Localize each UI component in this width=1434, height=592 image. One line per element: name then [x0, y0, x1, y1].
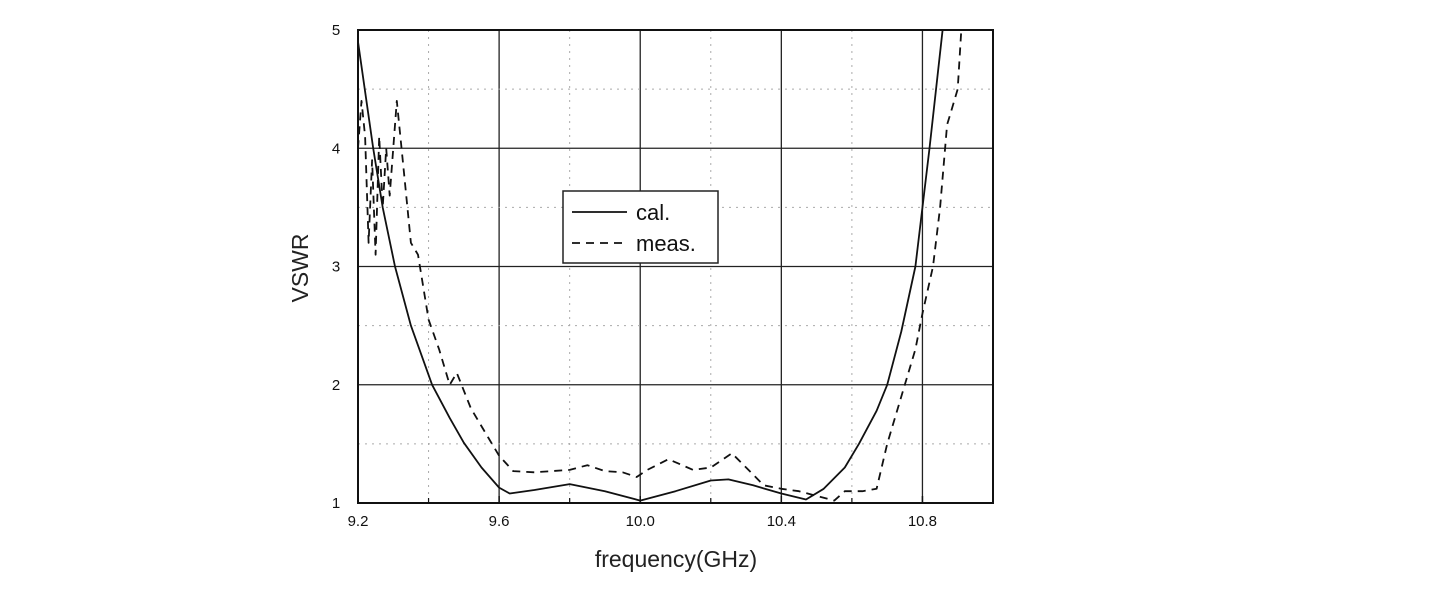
y-tick-label: 5 [332, 22, 340, 39]
ticks: 9.2 9.6 10.0 10.4 10.8 1 2 3 4 5 [332, 22, 937, 530]
x-tick-label: 10.0 [626, 513, 655, 530]
x-tick-label: 10.4 [767, 513, 796, 530]
series-line-cal [357, 29, 944, 502]
legend-label-cal: cal. [636, 200, 670, 225]
x-axis-label: frequency(GHz) [595, 546, 757, 572]
x-tick-label: 10.8 [908, 513, 937, 530]
x-tick-label: 9.6 [489, 513, 510, 530]
legend-label-meas: meas. [636, 231, 696, 256]
y-axis-label: VSWR [287, 234, 313, 303]
series-line-meas [357, 29, 963, 502]
plot-frame [357, 29, 994, 504]
legend: cal. meas. [562, 190, 719, 264]
series-group [357, 29, 963, 502]
y-tick-label: 1 [332, 495, 340, 512]
y-tick-label: 3 [332, 259, 340, 276]
legend-box [562, 190, 719, 264]
x-tick-label: 9.2 [348, 513, 369, 530]
y-tick-label: 2 [332, 377, 340, 394]
grid [357, 29, 993, 504]
y-tick-label: 4 [332, 140, 340, 157]
